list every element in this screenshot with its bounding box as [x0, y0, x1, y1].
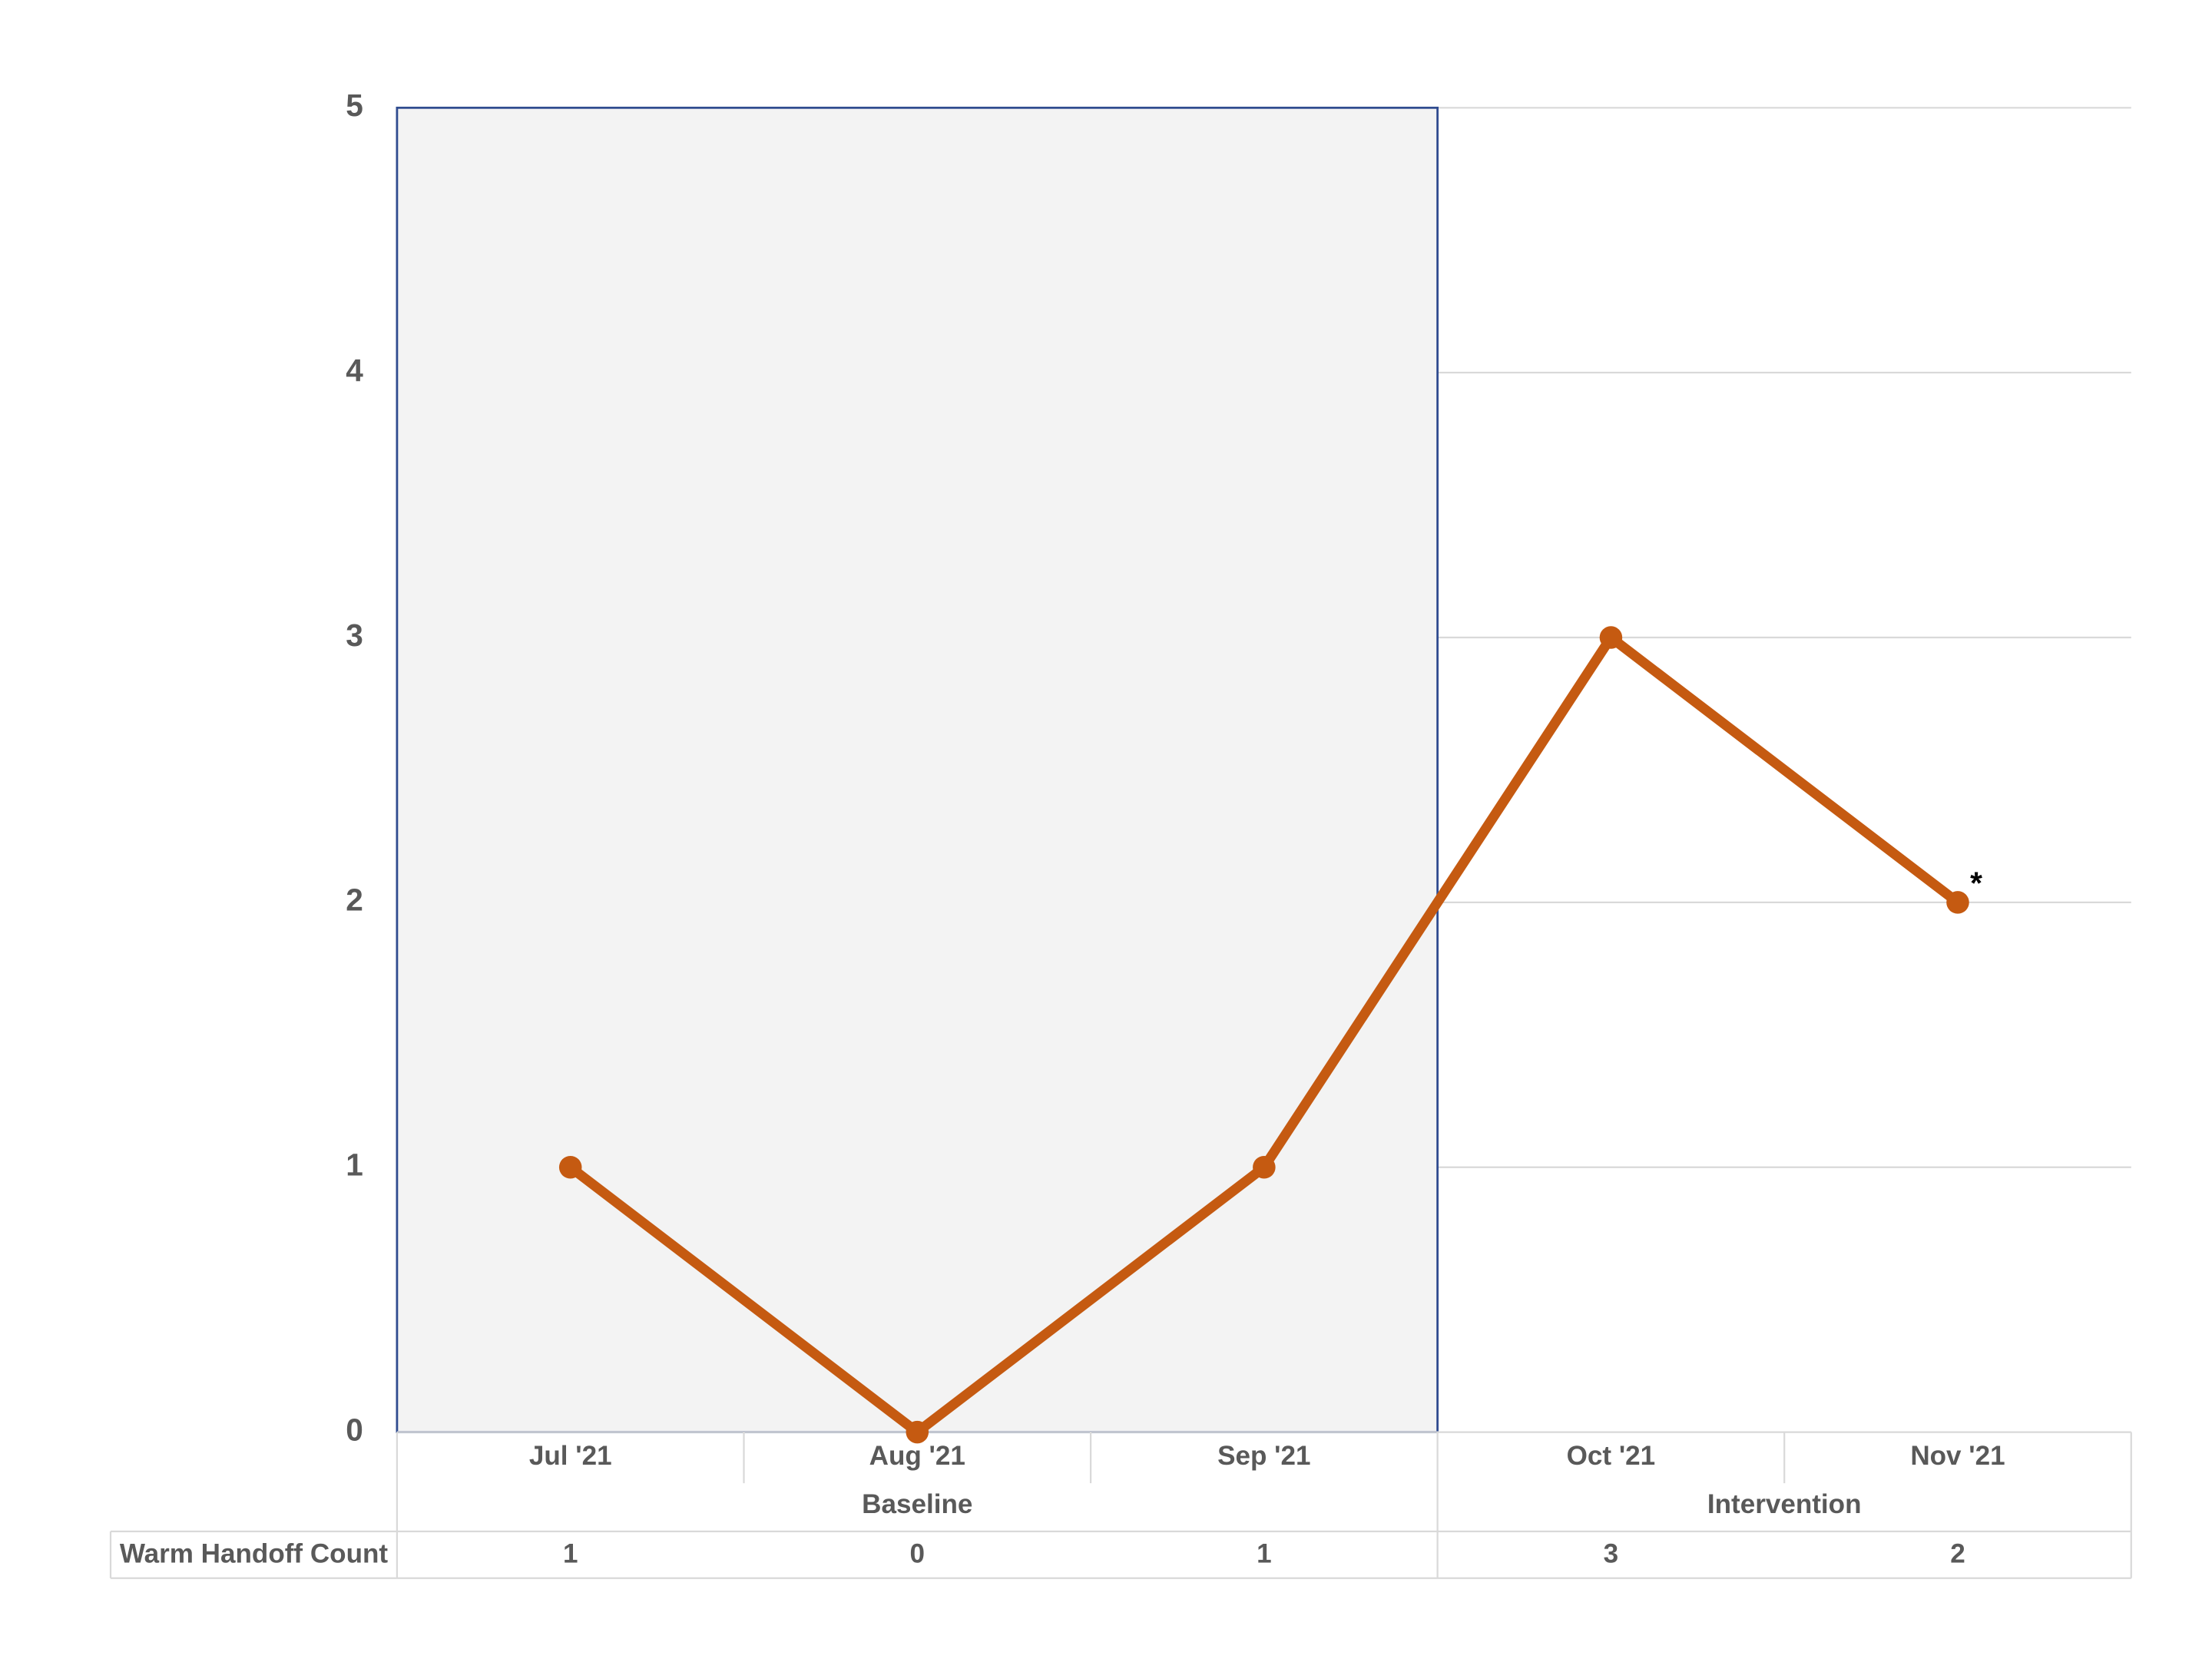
x-tick-label: Jul '21	[529, 1441, 612, 1471]
table-value: 3	[1604, 1538, 1619, 1568]
y-tick-label: 1	[346, 1147, 363, 1182]
y-tick-label: 3	[346, 618, 363, 653]
table-value: 2	[1950, 1538, 1965, 1568]
phase-label: Intervention	[1707, 1489, 1862, 1519]
data-point	[906, 1420, 929, 1444]
data-point	[1253, 1155, 1276, 1179]
x-tick-label: Oct '21	[1567, 1441, 1656, 1471]
x-tick-label: Nov '21	[1910, 1441, 2005, 1471]
phase-shade	[396, 106, 1439, 1433]
data-point	[1946, 891, 1969, 914]
y-tick-label: 5	[346, 88, 363, 123]
table-row-label: Warm Handoff Count	[120, 1538, 389, 1568]
y-tick-label: 0	[346, 1412, 363, 1447]
x-tick-label: Aug '21	[869, 1441, 965, 1471]
phase-label: Baseline	[862, 1489, 972, 1519]
table-value: 1	[563, 1538, 578, 1568]
y-tick-label: 4	[346, 353, 363, 388]
data-point	[1599, 626, 1623, 649]
x-tick-label: Sep '21	[1217, 1441, 1310, 1471]
table-value: 1	[1257, 1538, 1272, 1568]
y-tick-label: 2	[346, 882, 363, 918]
table-value: 0	[910, 1538, 926, 1568]
data-point	[558, 1155, 582, 1179]
annotation: *	[1970, 865, 1982, 900]
